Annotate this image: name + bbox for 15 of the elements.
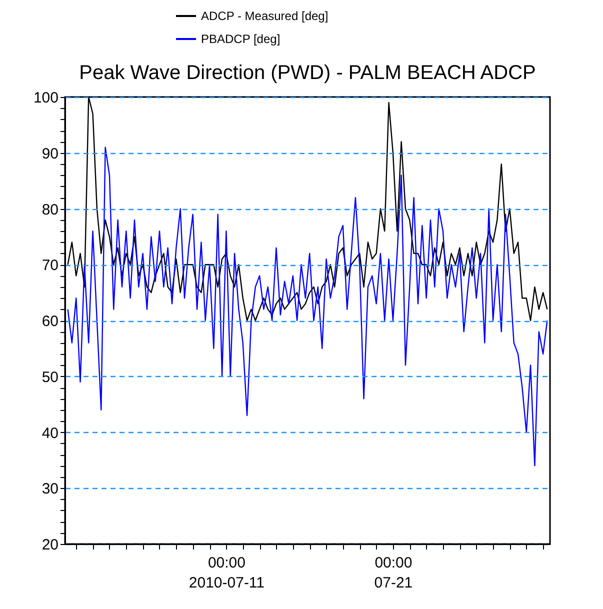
y-tick-label: 60 — [42, 313, 58, 330]
line-series — [67, 146, 548, 466]
y-tick-label: 80 — [42, 201, 58, 218]
y-tick-label: 90 — [42, 145, 58, 162]
y-tick-label: 40 — [42, 424, 58, 442]
y-tick-label: 20 — [42, 536, 58, 554]
legend-label: PBADCP [deg] — [201, 32, 280, 46]
y-tick-label: 70 — [42, 257, 58, 274]
x-tick-label: 00:00 07-21 — [374, 554, 413, 592]
y-tick-label: 50 — [42, 368, 58, 386]
y-tick-label: 100 — [33, 90, 58, 106]
chart-title: Peak Wave Direction (PWD) - PALM BEACH ADCP — [79, 62, 536, 84]
legend-label: ADCP - Measured [deg] — [201, 9, 328, 23]
x-tick-label: 00:00 2010-07-11 — [188, 554, 265, 592]
y-tick-label: 30 — [42, 480, 58, 498]
